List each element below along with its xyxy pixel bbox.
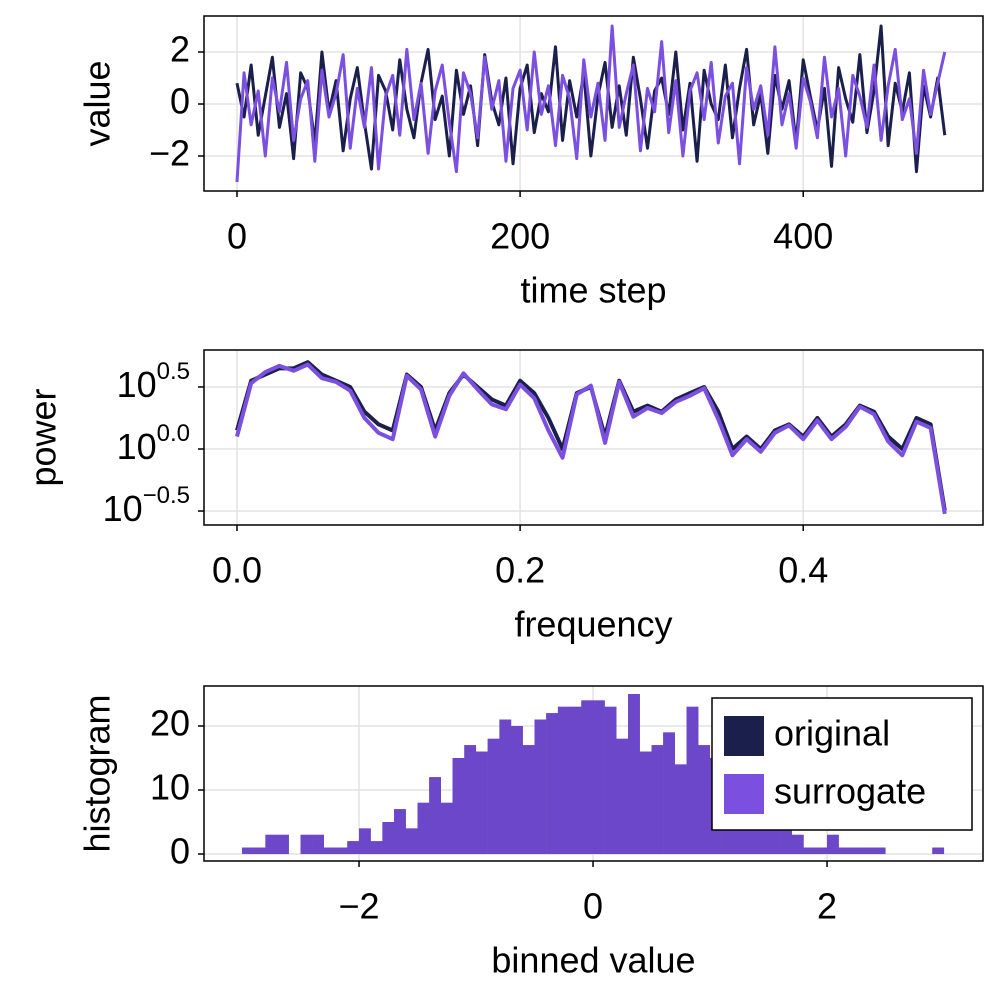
histogram-bar (534, 719, 547, 855)
histogram-bar (546, 713, 558, 855)
histogram-bar (464, 745, 477, 855)
histogram-bar (452, 758, 465, 855)
histogram-bar (265, 834, 278, 855)
legend: original surrogate (711, 697, 973, 831)
panel: 0.0 0.2 0.4 10−0.5 100.0 100.5 frequency power (23, 349, 984, 645)
series-line (235, 362, 947, 515)
histogram-bar (663, 732, 675, 855)
histogram-bar (838, 847, 851, 855)
y-tick-label: 0 (170, 81, 190, 122)
y-axis-label: value (77, 60, 118, 146)
x-tick-label: 200 (490, 216, 550, 257)
y-tick-label: 100.5 (117, 358, 190, 404)
x-tick-label: 2 (817, 886, 837, 927)
histogram-bar (604, 706, 617, 855)
x-tick-label: 0 (583, 886, 603, 927)
histogram-bar (359, 828, 371, 855)
histogram-bar (639, 751, 652, 855)
histogram-bar (382, 822, 395, 855)
histogram-bar (698, 745, 711, 855)
histogram-bar (593, 700, 605, 855)
histogram-bar (815, 847, 828, 855)
histogram-bar (557, 706, 570, 855)
histogram-bar (417, 802, 430, 855)
histogram-bar (768, 815, 781, 855)
histogram-bar (674, 764, 687, 855)
legend-swatch (724, 774, 764, 814)
legend-swatch (724, 716, 764, 756)
x-tick-label: −2 (339, 886, 380, 927)
histogram-bar (347, 841, 360, 855)
histogram-bar (300, 834, 313, 855)
x-tick-label: 0 (227, 216, 247, 257)
histogram-bar (803, 847, 816, 855)
legend-label: original (774, 713, 890, 754)
y-tick-label: 10−0.5 (103, 482, 190, 528)
x-axis-label: binned value (491, 940, 695, 981)
x-axis-label: time step (520, 270, 666, 311)
series-line (235, 24, 947, 183)
histogram-bar (253, 847, 266, 855)
histogram-bar (791, 834, 804, 855)
y-tick-label: −2 (149, 133, 190, 174)
y-tick-label: 100.0 (117, 420, 190, 466)
histogram-bar (487, 738, 500, 855)
histogram-bar (873, 847, 886, 855)
histogram-bar (850, 847, 863, 855)
y-tick-label: 20 (150, 703, 190, 744)
histogram-bar (686, 706, 699, 855)
histogram-bar (827, 834, 839, 855)
legend-label: surrogate (774, 771, 926, 812)
histogram-bar (335, 847, 348, 855)
histogram-bar (862, 847, 874, 855)
plot-frame (203, 685, 984, 862)
histogram-bar (780, 822, 792, 855)
histogram-bar (522, 745, 535, 855)
series-line (235, 24, 947, 174)
y-axis-label: power (23, 388, 64, 486)
x-axis-label: frequency (514, 604, 672, 645)
histogram-bar (394, 809, 406, 855)
histogram-bar (569, 706, 582, 855)
histogram-bar (242, 847, 254, 855)
histogram-bar (651, 745, 664, 855)
x-tick-label: 0.2 (495, 550, 545, 591)
plot-frame (203, 15, 984, 192)
histogram-bar (511, 726, 523, 855)
histogram-bar (405, 828, 418, 855)
histogram-bar (370, 841, 383, 855)
y-tick-label: 2 (170, 29, 190, 70)
y-axis-label: histogram (77, 694, 118, 852)
histogram-bar (277, 834, 289, 855)
histogram-bar (581, 700, 594, 855)
histogram-bar (476, 751, 488, 855)
panel: 0 200 400 −2 0 2 time step value (77, 15, 984, 311)
histogram-bar (628, 694, 640, 855)
y-tick-label: 0 (170, 831, 190, 872)
histogram-bar (440, 802, 453, 855)
x-tick-label: 400 (773, 216, 833, 257)
histogram-bar (312, 834, 324, 855)
histogram-bar (616, 738, 629, 855)
x-tick-label: 0.4 (778, 550, 828, 591)
y-tick-label: 10 (150, 767, 190, 808)
histogram-bar (323, 847, 336, 855)
x-tick-label: 0.0 (212, 550, 262, 591)
histogram-bar (932, 847, 945, 855)
plot-frame (203, 349, 984, 526)
histogram-bar (429, 777, 441, 855)
histogram-bar (499, 719, 512, 855)
